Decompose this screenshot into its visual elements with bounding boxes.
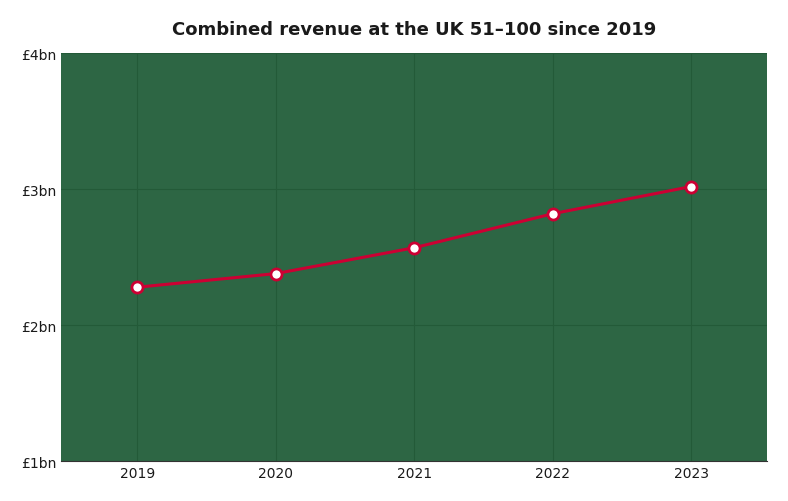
Title: Combined revenue at the UK 51–100 since 2019: Combined revenue at the UK 51–100 since … [172, 21, 656, 39]
